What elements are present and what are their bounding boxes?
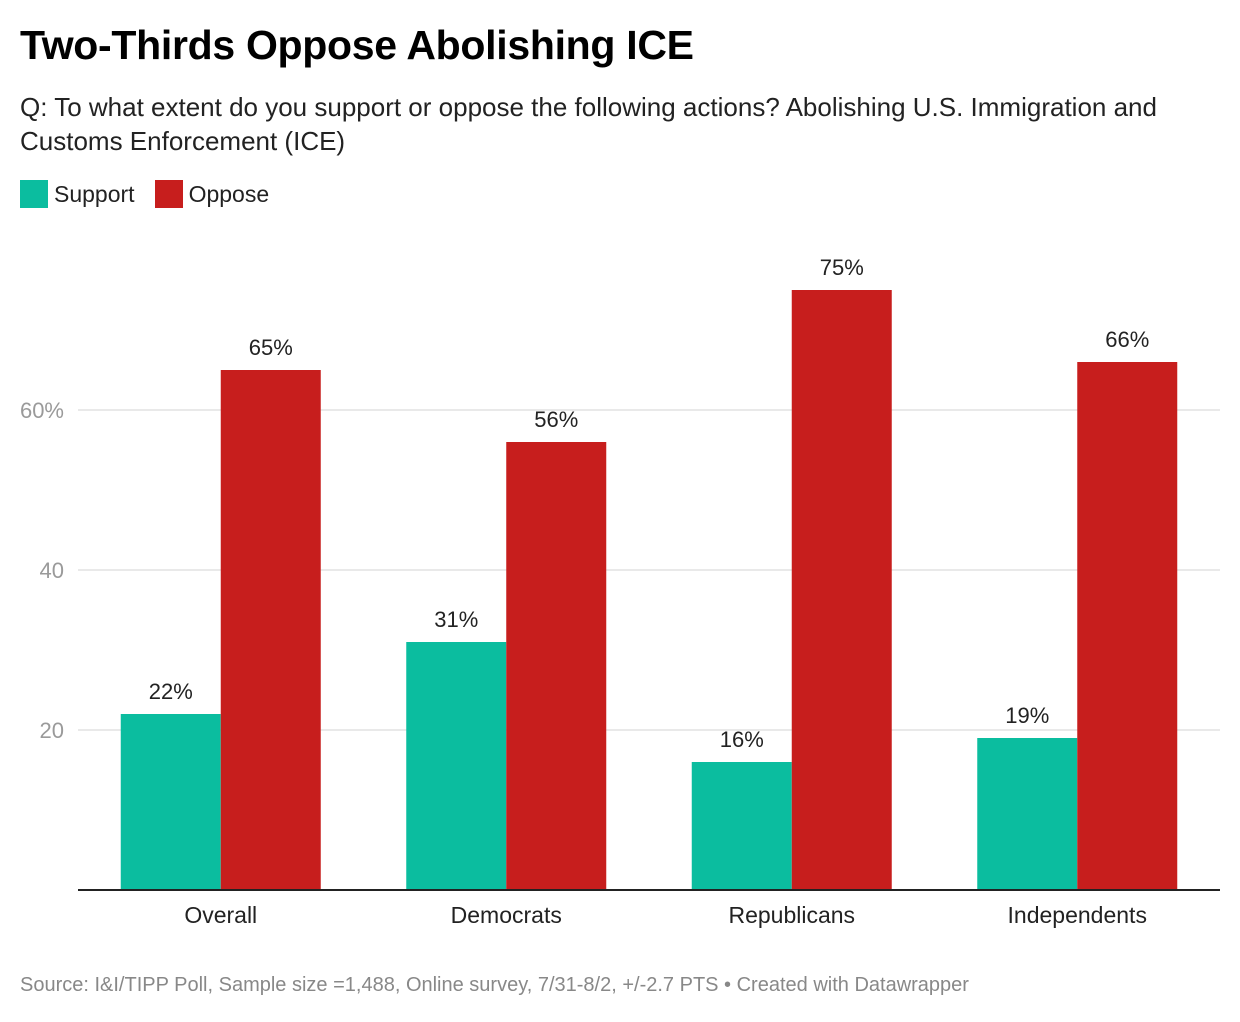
data-label-oppose-democrats: 56% — [534, 407, 578, 432]
data-label-support-democrats: 31% — [434, 607, 478, 632]
bar-oppose-democrats — [506, 442, 607, 890]
x-tick-label: Overall — [184, 902, 257, 928]
bar-support-republicans — [691, 762, 792, 890]
bar-oppose-republicans — [791, 290, 892, 890]
data-label-support-independents: 19% — [1005, 703, 1049, 728]
bar-support-democrats — [406, 642, 507, 890]
legend-item-oppose: Oppose — [154, 180, 270, 208]
source-note: Source: I&I/TIPP Poll, Sample size =1,48… — [20, 974, 969, 996]
data-label-oppose-independents: 66% — [1105, 327, 1149, 352]
bar-support-overall — [120, 714, 221, 890]
y-tick-label: 60% — [20, 398, 64, 423]
legend: Support Oppose — [20, 180, 289, 208]
bars — [120, 290, 1178, 890]
bar-chart: 22% 65% 31% 56% 16% 75% 19% 66% 20 40 60% Overall D… — [20, 255, 1220, 928]
legend-swatch-support — [20, 180, 48, 208]
data-label-support-overall: 22% — [149, 679, 193, 704]
axes: 20 40 60% Overall Democrats Republicans Indepe… — [20, 398, 1220, 928]
x-tick-label: Democrats — [451, 902, 562, 928]
data-label-oppose-republicans: 75% — [820, 255, 864, 280]
bar-support-independents — [977, 738, 1078, 890]
data-label-support-republicans: 16% — [720, 727, 764, 752]
chart-subtitle: Q: To what extent do you support or oppo… — [20, 92, 1157, 156]
legend-swatch-oppose — [154, 180, 183, 208]
bar-oppose-independents — [1077, 362, 1178, 890]
data-label-oppose-overall: 65% — [249, 335, 293, 360]
legend-label-support: Support — [54, 180, 135, 207]
x-tick-label: Republicans — [728, 902, 855, 928]
y-tick-label: 20 — [40, 718, 64, 743]
x-tick-label: Independents — [1008, 902, 1147, 928]
legend-label-oppose: Oppose — [188, 180, 270, 207]
legend-item-support: Support — [20, 180, 135, 208]
y-tick-label: 40 — [40, 558, 64, 583]
chart-title: Two-Thirds Oppose Abolishing ICE — [20, 22, 694, 68]
bar-oppose-overall — [220, 370, 321, 890]
value-labels: 22% 65% 31% 56% 16% 75% 19% 66% — [149, 255, 1150, 752]
